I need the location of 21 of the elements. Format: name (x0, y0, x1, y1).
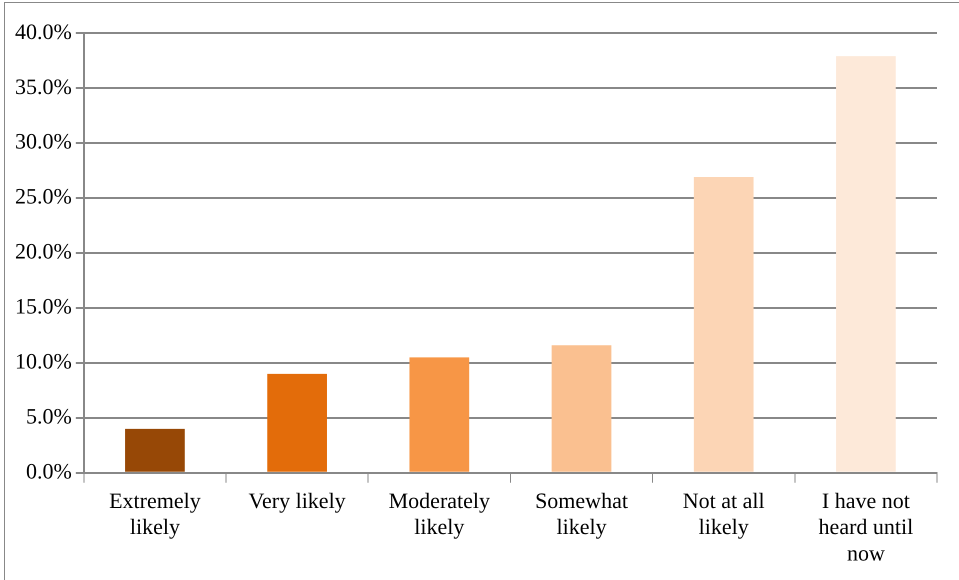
bar (267, 374, 327, 472)
x-tick-label: Somewhat likely (535, 488, 628, 540)
y-tick-label: 20.0% (15, 238, 72, 264)
y-tick-label: 35.0% (15, 74, 72, 99)
bar (836, 56, 896, 472)
x-tick-label: I have not heard until now (818, 488, 914, 566)
y-tick-label: 0.0% (26, 458, 72, 484)
x-tick-label: Very likely (248, 488, 346, 513)
y-tick-label: 5.0% (26, 404, 72, 429)
y-tick-label: 30.0% (15, 128, 72, 154)
bar (694, 177, 754, 472)
y-tick-label: 10.0% (15, 348, 72, 374)
bar (552, 345, 612, 472)
bar (125, 428, 185, 472)
y-tick-label: 15.0% (15, 294, 72, 319)
x-tick-label: Moderately likely (388, 488, 490, 540)
x-tick-label: Extremely likely (109, 488, 201, 540)
x-tick-label: Not at all likely (682, 488, 765, 540)
bar (409, 357, 470, 472)
y-tick-label: 25.0% (15, 184, 72, 209)
y-tick-label: 40.0% (15, 18, 72, 44)
